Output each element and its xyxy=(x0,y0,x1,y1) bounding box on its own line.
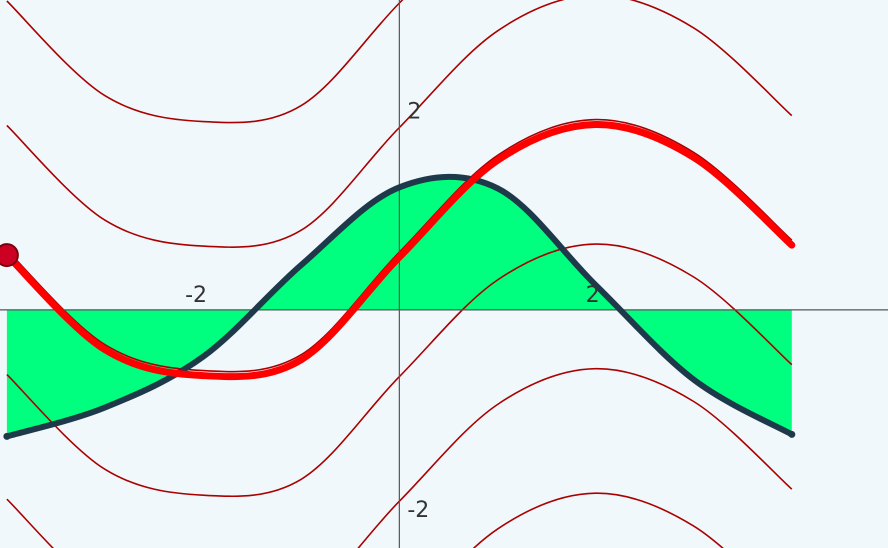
integral-curve-1 xyxy=(472,492,724,548)
curve-endpoint-right xyxy=(788,430,796,438)
x-tick-label-neg2: -2 xyxy=(185,283,207,308)
x-tick-label-2: 2 xyxy=(586,283,600,308)
y-tick-label-2: 2 xyxy=(407,100,421,125)
start-point[interactable] xyxy=(0,243,19,268)
curve-endpoint-left xyxy=(3,432,11,440)
y-tick-label-neg2: -2 xyxy=(407,498,429,523)
solution-curve xyxy=(3,120,796,381)
cosine-curve xyxy=(3,173,795,440)
